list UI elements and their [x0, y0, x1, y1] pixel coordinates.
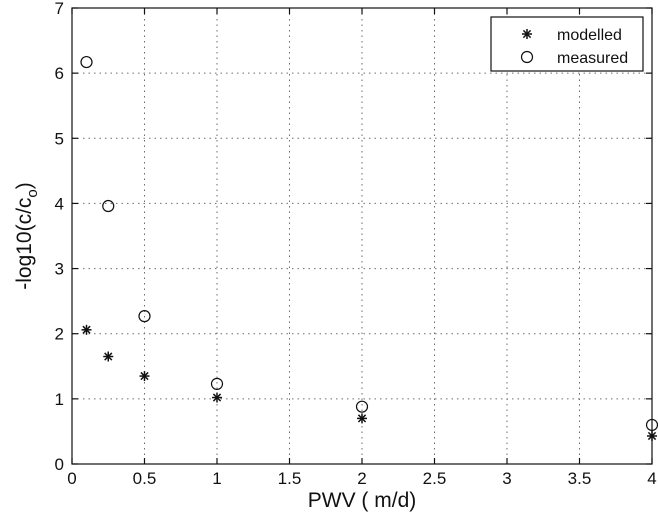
x-tick-label: 2.5 — [423, 469, 447, 488]
modelled-point — [212, 392, 222, 403]
y-axis-label-subscript: o — [24, 189, 41, 197]
y-axis-label-main: -log10(c/c — [13, 198, 36, 290]
legend-box — [490, 16, 644, 72]
modelled-point — [357, 413, 367, 424]
measured-point — [210, 377, 224, 390]
x-tick-label: 1 — [212, 469, 221, 488]
y-tick-label: 7 — [55, 0, 64, 18]
y-tick-label: 0 — [55, 455, 64, 474]
y-axis-label-end: ) — [13, 182, 36, 189]
x-axis-label: PWV ( m/d) — [308, 489, 417, 512]
x-tick-label: 2 — [357, 469, 366, 488]
y-tick-label: 5 — [55, 129, 64, 148]
x-tick-label: 1.5 — [278, 469, 302, 488]
modelled-point — [81, 324, 92, 335]
modelled-point — [647, 430, 657, 441]
y-tick-labels: 0 1 2 3 4 5 6 7 — [55, 0, 64, 474]
series-modelled — [81, 324, 657, 441]
plot-area-frame — [71, 7, 653, 465]
y-tick-label: 2 — [55, 325, 64, 344]
legend-modelled-star-icon — [522, 29, 532, 39]
series-measured — [80, 55, 658, 432]
y-tick-label: 1 — [55, 390, 64, 409]
modelled-point — [103, 351, 114, 362]
data-markers — [80, 55, 658, 441]
legend-measured-marker — [520, 50, 534, 64]
measured-point — [102, 199, 115, 213]
tick-marks — [71, 7, 653, 465]
x-tick-label: 0.5 — [133, 469, 157, 488]
legend-measured-label: measured — [557, 50, 628, 67]
legend-modelled-marker — [522, 29, 532, 39]
y-tick-label: 3 — [55, 260, 64, 279]
measured-point — [138, 310, 151, 323]
y-axis-label: -log10(c/co) — [13, 182, 41, 290]
legend-measured-circle-icon — [520, 50, 534, 64]
x-tick-label: 4 — [647, 469, 656, 488]
y-tick-label: 4 — [55, 194, 64, 213]
measured-point — [80, 55, 93, 69]
legend-modelled-label: modelled — [557, 27, 622, 44]
x-tick-label: 3 — [502, 469, 511, 488]
gridlines — [72, 8, 652, 464]
modelled-point — [139, 371, 150, 382]
x-tick-label: 3.5 — [568, 469, 592, 488]
x-tick-labels: 0 0.5 1 1.5 2 2.5 3 3.5 4 — [67, 469, 656, 488]
measured-point — [355, 400, 369, 413]
y-tick-label: 6 — [55, 64, 64, 83]
legend: modelled measured — [490, 16, 644, 72]
x-tick-label: 0 — [67, 469, 76, 488]
